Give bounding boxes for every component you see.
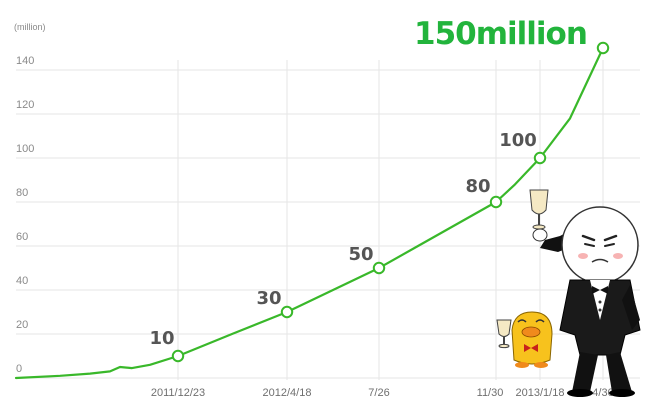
x-tick-label: 2011/12/23 xyxy=(151,387,205,399)
data-label: 10 xyxy=(149,328,174,349)
milestone-marker xyxy=(489,195,503,209)
y-tick-label: 0 xyxy=(16,363,22,375)
tuxedo-mascot-illustration xyxy=(529,189,641,397)
milestone-markers xyxy=(171,41,610,363)
data-labels: 10 30 50 80 100 xyxy=(149,130,536,349)
y-tick-label: 20 xyxy=(16,319,28,331)
y-tick-label: 120 xyxy=(16,99,34,111)
milestone-marker xyxy=(171,349,185,363)
chart-title: 150million xyxy=(414,16,587,52)
milestone-marker xyxy=(372,261,386,275)
milestone-marker xyxy=(280,305,294,319)
y-tick-label: 140 xyxy=(16,55,34,67)
y-tick-label: 100 xyxy=(16,143,34,155)
data-label: 30 xyxy=(256,288,281,309)
y-tick-label: 60 xyxy=(16,231,28,243)
data-label: 100 xyxy=(499,130,537,151)
x-tick-label: 2012/4/18 xyxy=(263,387,312,399)
y-axis-ticks: 0 20 40 60 80 100 120 140 xyxy=(16,55,34,375)
y-tick-label: 80 xyxy=(16,187,28,199)
data-label: 80 xyxy=(465,176,490,197)
milestone-marker xyxy=(533,151,547,165)
milestone-marker xyxy=(596,41,610,55)
y-tick-label: 40 xyxy=(16,275,28,287)
x-tick-label: 4/30 xyxy=(592,387,613,399)
data-label: 50 xyxy=(348,244,373,265)
x-axis-ticks: 2011/12/23 2012/4/18 7/26 11/30 2013/1/18 4/3… xyxy=(151,387,614,399)
chick-mascot-illustration xyxy=(496,311,553,368)
x-tick-label: 2013/1/18 xyxy=(516,387,565,399)
y-axis-unit-label: (million) xyxy=(14,22,46,32)
x-tick-label: 7/26 xyxy=(368,387,389,399)
x-tick-label: 11/30 xyxy=(477,387,504,399)
